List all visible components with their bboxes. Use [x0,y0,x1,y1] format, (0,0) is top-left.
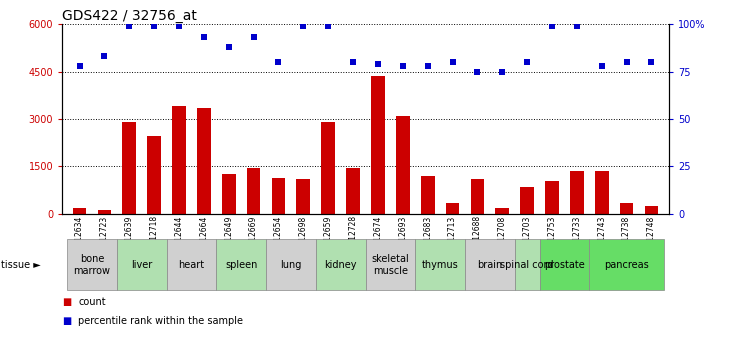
Point [621,59,632,65]
Text: liver: liver [131,260,152,270]
Bar [496,208,509,214]
Text: thymus: thymus [422,260,458,270]
Bar [515,239,539,290]
Text: heart: heart [178,260,205,270]
Point [596,63,607,69]
Bar [520,187,534,214]
Point [546,23,558,29]
Text: ■: ■ [62,297,72,307]
Point [173,23,185,29]
Bar [173,106,186,214]
Bar [297,179,310,214]
Bar [396,116,409,214]
Bar [247,168,260,214]
Bar [595,171,609,214]
Bar [167,239,216,290]
Text: prostate: prostate [544,260,585,270]
Bar [471,179,484,214]
Text: bone
marrow: bone marrow [74,254,110,276]
Bar [539,239,589,290]
Bar [415,239,465,290]
Point [471,69,483,74]
Text: percentile rank within the sample: percentile rank within the sample [78,316,243,326]
Bar [465,239,515,290]
Bar [446,203,459,214]
Text: skeletal
muscle: skeletal muscle [371,254,409,276]
Bar [545,181,558,214]
Point [347,59,359,65]
Text: pancreas: pancreas [605,260,649,270]
Point [273,59,284,65]
Bar [322,122,335,214]
Bar [316,239,366,290]
Bar [148,136,161,214]
Text: spleen: spleen [225,260,257,270]
Bar [197,108,211,214]
Bar [97,210,111,214]
Text: brain: brain [477,260,502,270]
Point [99,53,110,59]
Bar [272,178,285,214]
Point [198,35,210,40]
Point [372,61,384,67]
Point [571,23,583,29]
Bar [421,176,434,214]
Bar [216,239,266,290]
Bar [266,239,316,290]
Bar [117,239,167,290]
Bar [371,76,385,214]
Point [124,23,135,29]
Text: ■: ■ [62,316,72,326]
Point [496,69,508,74]
Bar [222,174,235,214]
Bar [67,239,117,290]
Bar [645,206,659,214]
Text: tissue ►: tissue ► [1,260,41,270]
Bar [570,171,583,214]
Bar [122,122,136,214]
Bar [620,203,634,214]
Point [148,23,160,29]
Point [322,23,334,29]
Point [397,63,409,69]
Text: kidney: kidney [325,260,357,270]
Text: spinal cord: spinal cord [501,260,554,270]
Point [74,63,86,69]
Text: count: count [78,297,106,307]
Bar [589,239,664,290]
Point [298,23,309,29]
Bar [346,168,360,214]
Point [223,44,235,50]
Bar [366,239,415,290]
Text: lung: lung [280,260,302,270]
Point [521,59,533,65]
Bar [72,208,86,214]
Point [447,59,458,65]
Text: GDS422 / 32756_at: GDS422 / 32756_at [62,9,197,23]
Point [422,63,433,69]
Point [645,59,657,65]
Point [248,35,260,40]
